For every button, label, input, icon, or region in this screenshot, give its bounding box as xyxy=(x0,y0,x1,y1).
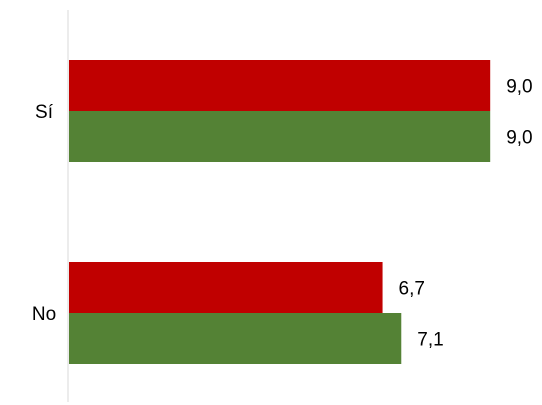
value-labels: 9,0 9,0 6,7 7,1 xyxy=(399,77,533,351)
bar xyxy=(69,262,383,313)
bar xyxy=(69,60,491,111)
bar xyxy=(69,111,491,162)
value-label: 6,7 xyxy=(399,279,425,300)
category-labels: Sí No xyxy=(32,102,56,325)
value-label: 9,0 xyxy=(506,128,532,149)
bar xyxy=(69,313,402,364)
category-label: No xyxy=(32,304,56,325)
value-label: 9,0 xyxy=(506,77,532,98)
category-label: Sí xyxy=(35,102,54,123)
value-label: 7,1 xyxy=(417,330,443,351)
bars-layer xyxy=(69,60,491,364)
